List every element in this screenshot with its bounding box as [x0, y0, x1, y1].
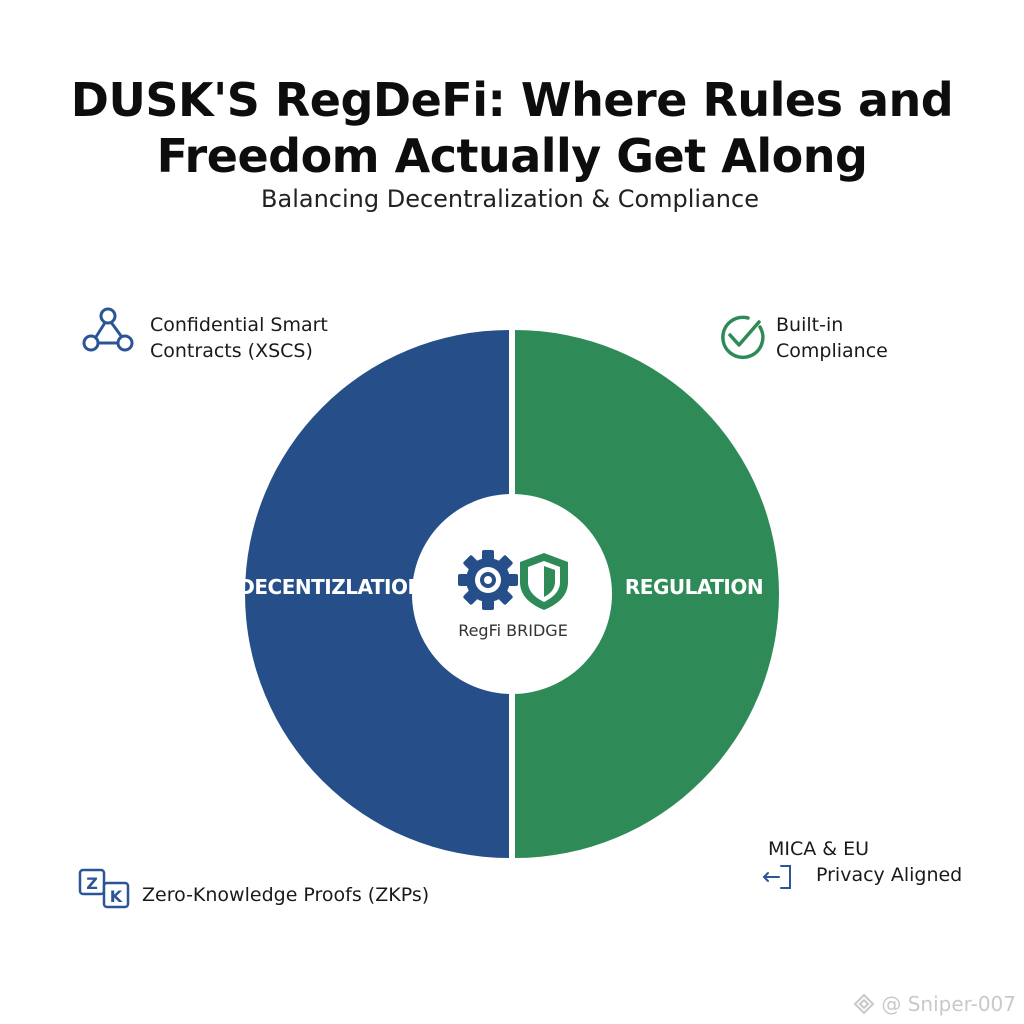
- feature-text: Built-in: [776, 314, 844, 336]
- bridge-center-disc: [412, 494, 612, 694]
- title-line-1: DUSK'S RegDeFi: Where Rules and: [70, 73, 954, 127]
- decentralization-half: [245, 330, 509, 858]
- bridge-label: RegFi BRIDGE: [458, 621, 568, 640]
- regulation-half: [515, 330, 779, 858]
- feature-zero-knowledge-proofs: Zero-Knowledge Proofs (ZKPs): [142, 882, 429, 908]
- platform-logo-icon: [853, 993, 875, 1015]
- transfer-arrows-icon: [762, 865, 791, 889]
- feature-confidential-smart-contracts: Confidential Smart Contracts (XSCS): [150, 312, 328, 364]
- shield-icon: [520, 553, 568, 610]
- network-nodes-icon: [82, 307, 134, 352]
- watermark: @ Sniper-007: [853, 992, 1016, 1016]
- title-line-2: Freedom Actually Get Along: [156, 129, 868, 183]
- feature-mica-eu-privacy: MICA & EU Privacy Aligned: [768, 836, 962, 888]
- feature-text: Confidential Smart: [150, 314, 328, 336]
- svg-text:K: K: [110, 887, 123, 906]
- check-circle-icon: [721, 315, 765, 359]
- feature-text: Privacy Aligned: [816, 864, 963, 886]
- svg-text:Z: Z: [86, 874, 98, 893]
- feature-text: Contracts (XSCS): [150, 340, 313, 362]
- subtitle: Balancing Decentralization & Compliance: [261, 185, 759, 213]
- feature-text: Zero-Knowledge Proofs (ZKPs): [142, 884, 430, 906]
- page-title: DUSK'S RegDeFi: Where Rules and Freedom …: [0, 72, 1024, 184]
- decentralization-label: DECENTIZLATION: [238, 575, 423, 599]
- feature-text: Compliance: [776, 340, 888, 362]
- feature-text: MICA & EU: [768, 838, 870, 860]
- gear-icon: [458, 550, 518, 610]
- zk-icon: Z K: [78, 868, 130, 909]
- feature-built-in-compliance: Built-in Compliance: [776, 312, 888, 364]
- watermark-text: @ Sniper-007: [881, 992, 1016, 1016]
- regulation-label: REGULATION: [625, 575, 763, 599]
